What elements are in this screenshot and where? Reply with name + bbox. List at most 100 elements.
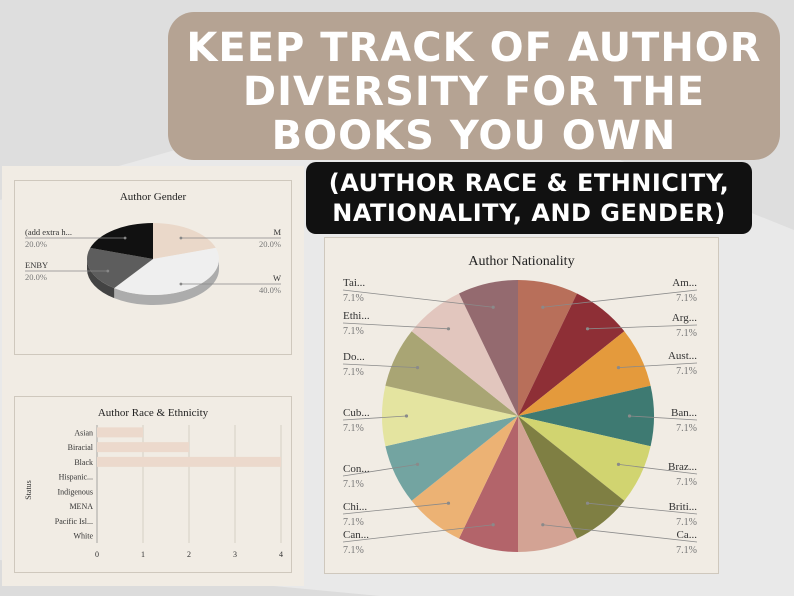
nationality-leader-dot-13 [491, 305, 495, 309]
nationality-label-11: Do... [343, 351, 365, 363]
gender-label-1: W [273, 273, 281, 283]
nationality-slice-7 [458, 416, 518, 552]
race-category-label-0: Asian [74, 428, 93, 437]
nationality-slice-0 [518, 280, 578, 416]
nationality-slice-2 [518, 331, 651, 416]
race-xtick-4: 4 [279, 550, 283, 559]
gender-slice-side-2 [87, 259, 115, 299]
nationality-pct-11: 7.1% [343, 367, 364, 378]
race-category-label-5: MENA [69, 502, 93, 511]
race-xtick-3: 3 [233, 550, 237, 559]
nationality-pct-13: 7.1% [343, 293, 364, 304]
nationality-leader-9 [342, 463, 418, 477]
nationality-leader-2 [618, 362, 698, 369]
nationality-pct-6: 7.1% [676, 545, 697, 556]
nationality-pct-2: 7.1% [676, 366, 697, 377]
gender-slice-3 [90, 223, 153, 259]
nationality-slice-8 [411, 416, 518, 539]
nationality-slice-9 [385, 416, 518, 501]
nationality-label-9: Con... [343, 463, 370, 475]
race-ylabel: Status [24, 480, 33, 500]
gender-chart-card: Author Gender M 20.0% W 40.0% ENBY 20.0% (add … [14, 180, 292, 355]
nationality-pct-9: 7.1% [343, 479, 364, 490]
subtitle-banner: (AUTHOR RACE & ETHNICITY, NATIONALITY, A… [306, 162, 752, 234]
race-chart-card: Author Race & Ethnicity 0 1 2 3 4 Asian Biraci… [14, 396, 292, 573]
race-bar-0 [97, 427, 143, 438]
race-bar-chart: 0 1 2 3 4 Asian Biracial Black Hispanic... Indige… [24, 425, 283, 559]
nationality-leader-dot-12 [446, 327, 451, 331]
nationality-leader-dot-8 [446, 501, 451, 505]
nationality-leader-dot-1 [585, 327, 590, 331]
gender-slice-1 [114, 247, 219, 295]
subbanner-line-1: (AUTHOR RACE & ETHNICITY, [328, 169, 730, 197]
nationality-pie-chart: Am... 7.1% Arg... 7.1% Aust... 7.1% Ban... 7.1%… [342, 277, 698, 556]
race-xtick-1: 1 [141, 550, 145, 559]
subbanner-line-2: NATIONALITY, AND GENDER) [332, 199, 726, 227]
race-category-label-1: Biracial [68, 443, 94, 452]
nationality-label-3: Ban... [671, 407, 697, 419]
gender-pct-3: 20.0% [25, 239, 47, 249]
nationality-leader-dot-4 [616, 462, 621, 466]
race-category-label-4: Indigenous [57, 487, 93, 496]
nationality-leader-dot-3 [627, 414, 632, 418]
banner-line-2: DIVERSITY FOR THE [242, 69, 706, 115]
nationality-slice-11 [385, 331, 518, 416]
nationality-label-6: Ca... [677, 529, 698, 541]
nationality-label-12: Ethi... [343, 310, 370, 322]
nationality-pct-5: 7.1% [676, 517, 697, 528]
gender-label-3: (add extra h... [25, 227, 72, 237]
nationality-label-4: Braz... [668, 461, 697, 473]
gender-label-2: ENBY [25, 260, 48, 270]
nationality-leader-dot-0 [541, 305, 545, 309]
nationality-leader-5 [587, 502, 698, 515]
nationality-label-13: Tai... [343, 277, 365, 289]
nationality-leader-dot-6 [541, 523, 545, 527]
gender-pct-1: 40.0% [259, 285, 281, 295]
gender-label-0: M [273, 227, 281, 237]
gender-pct-2: 20.0% [25, 272, 47, 282]
gender-chart-title: Author Gender [119, 191, 187, 203]
nationality-leader-dot-11 [415, 366, 420, 370]
gender-slice-side-1 [114, 259, 220, 305]
gender-slice-2 [87, 247, 153, 289]
nationality-chart-title: Author Nationality [468, 254, 575, 269]
nationality-pct-7: 7.1% [343, 545, 364, 556]
nationality-leader-dot-5 [585, 501, 590, 505]
nationality-pct-10: 7.1% [343, 423, 364, 434]
nationality-leader-dot-2 [616, 366, 621, 370]
title-banner: KEEP TRACK OF AUTHOR DIVERSITY FOR THE B… [168, 12, 780, 160]
race-category-label-7: White [73, 532, 93, 541]
race-xtick-0: 0 [95, 550, 99, 559]
nationality-slice-3 [518, 385, 654, 447]
nationality-pct-1: 7.1% [676, 328, 697, 339]
race-xtick-2: 2 [187, 550, 191, 559]
nationality-leader-11 [342, 363, 418, 369]
nationality-label-7: Can... [343, 529, 369, 541]
nationality-slice-10 [382, 385, 518, 447]
nationality-leader-10 [342, 415, 407, 421]
nationality-slice-1 [518, 293, 625, 416]
nationality-leader-12 [342, 322, 449, 330]
nationality-leader-dot-10 [404, 414, 409, 418]
nationality-leader-dot-9 [415, 462, 420, 466]
race-category-label-2: Black [74, 458, 93, 467]
nationality-leader-6 [542, 524, 698, 543]
nationality-chart-card: Author Nationality Am... 7.1% Arg... 7.1% Au… [324, 237, 719, 574]
nationality-leader-3 [629, 415, 698, 421]
nationality-label-5: Briti... [669, 501, 698, 513]
nationality-slice-12 [411, 293, 518, 416]
nationality-label-1: Arg... [672, 312, 697, 324]
nationality-pct-8: 7.1% [343, 517, 364, 528]
nationality-label-0: Am... [672, 277, 697, 289]
gender-leader-dot-2 [106, 269, 110, 273]
gender-slice-0 [153, 223, 216, 259]
nationality-slice-6 [518, 416, 578, 552]
race-bar-2 [97, 456, 281, 467]
nationality-label-2: Aust... [668, 350, 697, 362]
gender-leader-dot-3 [123, 236, 127, 240]
nationality-slice-5 [518, 416, 625, 539]
nationality-leader-13 [342, 289, 494, 308]
gender-pie-chart: M 20.0% W 40.0% ENBY 20.0% (add extra h... 20.0… [25, 223, 281, 305]
nationality-leader-7 [342, 524, 494, 543]
nationality-leader-4 [618, 463, 698, 475]
